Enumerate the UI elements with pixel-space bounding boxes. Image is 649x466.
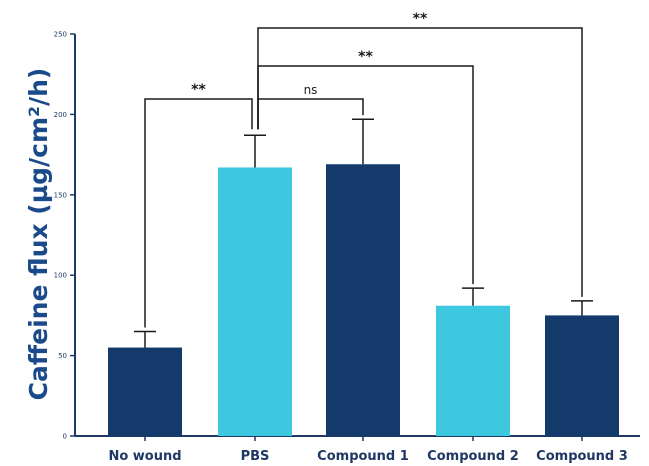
significance-label: ns [304, 83, 318, 97]
y-axis-label: Caffeine flux (µg/cm²/h) [24, 68, 53, 401]
y-tick-label: 0 [63, 433, 67, 441]
significance-label: ** [191, 82, 206, 98]
bar [545, 315, 619, 436]
y-tick-label: 50 [58, 352, 67, 360]
significance-bracket [257, 98, 364, 130]
significance-bracket [144, 98, 253, 328]
bar [436, 305, 510, 436]
y-tick-label: 200 [54, 111, 67, 119]
bar [108, 347, 182, 436]
bar [326, 164, 400, 437]
y-tick-label: 100 [54, 272, 67, 280]
category-labels: No wound PBS Compound 1 Compound 2 Compound … [108, 449, 627, 464]
significance-brackets: ** ns ** ** [144, 11, 583, 328]
error-bars [134, 118, 593, 348]
bars [108, 164, 619, 437]
x-tick-label: Compound 2 [427, 449, 519, 464]
x-tick-label: No wound [108, 449, 181, 464]
significance-bracket [257, 27, 583, 297]
significance-label: ** [358, 49, 373, 65]
y-tick-label: 250 [54, 31, 67, 39]
significance-label: ** [413, 11, 428, 27]
bar [218, 167, 292, 437]
x-tick-label: PBS [241, 449, 270, 464]
x-tick-label: Compound 1 [317, 449, 409, 464]
x-tick-label: Compound 3 [536, 449, 628, 464]
y-tick-label: 150 [54, 191, 67, 199]
